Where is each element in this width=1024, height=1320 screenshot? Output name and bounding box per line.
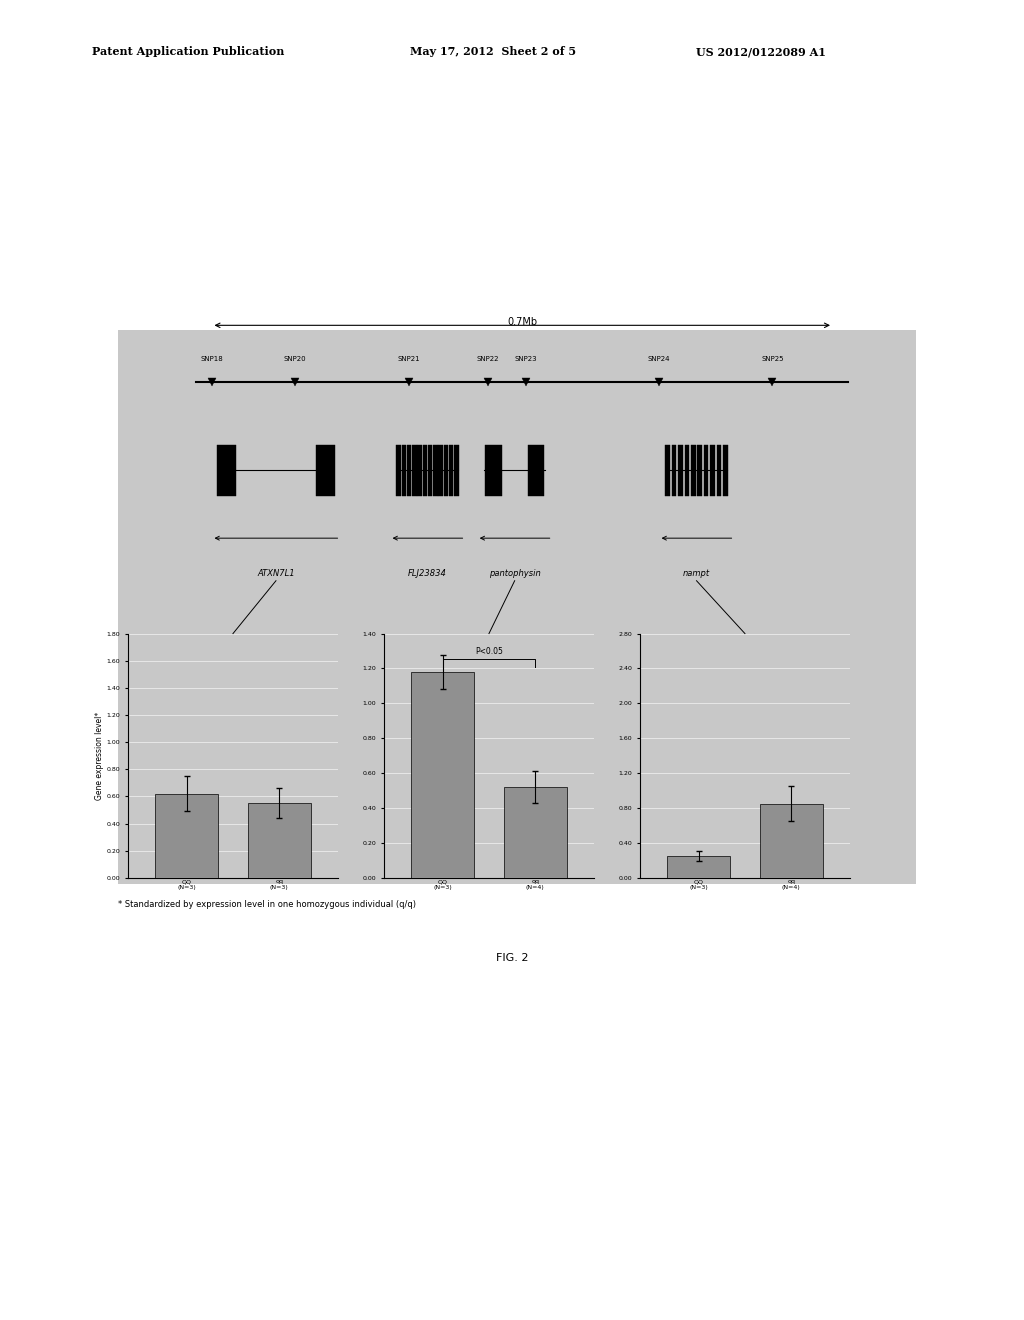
Bar (717, 445, 721, 495)
Bar (711, 445, 715, 495)
Bar (407, 445, 412, 495)
Bar (217, 445, 237, 495)
Bar (504, 787, 566, 878)
Text: SNP21: SNP21 (397, 356, 420, 362)
Bar (527, 445, 544, 495)
Bar (248, 803, 310, 878)
Bar (443, 445, 449, 495)
Bar (428, 445, 432, 495)
Bar (401, 445, 407, 495)
Text: US 2012/0122089 A1: US 2012/0122089 A1 (696, 46, 826, 57)
Text: nampt: nampt (683, 569, 710, 578)
Text: pantophysin: pantophysin (488, 569, 541, 578)
Text: Patent Application Publication: Patent Application Publication (92, 46, 285, 57)
Bar (685, 445, 689, 495)
Text: FLJ23834: FLJ23834 (409, 569, 446, 578)
Bar (723, 445, 728, 495)
Text: * Standardized by expression level in one homozygous individual (q/q): * Standardized by expression level in on… (118, 900, 416, 909)
Text: May 17, 2012  Sheet 2 of 5: May 17, 2012 Sheet 2 of 5 (410, 46, 575, 57)
Text: SNP20: SNP20 (284, 356, 306, 362)
Bar (672, 445, 677, 495)
Text: ATXN7L1: ATXN7L1 (257, 569, 295, 578)
Bar (412, 445, 417, 495)
Bar (156, 793, 218, 878)
Bar (666, 445, 670, 495)
Bar (668, 855, 730, 878)
Bar (760, 804, 822, 878)
Bar (315, 445, 335, 495)
Bar (418, 445, 422, 495)
Bar (697, 445, 702, 495)
Bar (703, 445, 709, 495)
Bar (433, 445, 437, 495)
Text: SNP25: SNP25 (761, 356, 783, 362)
Bar (678, 445, 683, 495)
Text: SNP22: SNP22 (477, 356, 500, 362)
Bar (412, 672, 474, 878)
Y-axis label: Gene expression level*: Gene expression level* (95, 711, 103, 800)
Text: SNP24: SNP24 (647, 356, 670, 362)
Text: P<0.05: P<0.05 (475, 647, 503, 656)
Bar (423, 445, 427, 495)
Bar (449, 445, 454, 495)
Bar (485, 445, 502, 495)
Text: SNP23: SNP23 (515, 356, 538, 362)
Bar (691, 445, 695, 495)
Bar (396, 445, 401, 495)
Bar (454, 445, 459, 495)
Bar (438, 445, 443, 495)
Text: SNP18: SNP18 (200, 356, 223, 362)
Text: FIG. 2: FIG. 2 (496, 953, 528, 964)
Text: 0.7Mb: 0.7Mb (507, 317, 538, 327)
